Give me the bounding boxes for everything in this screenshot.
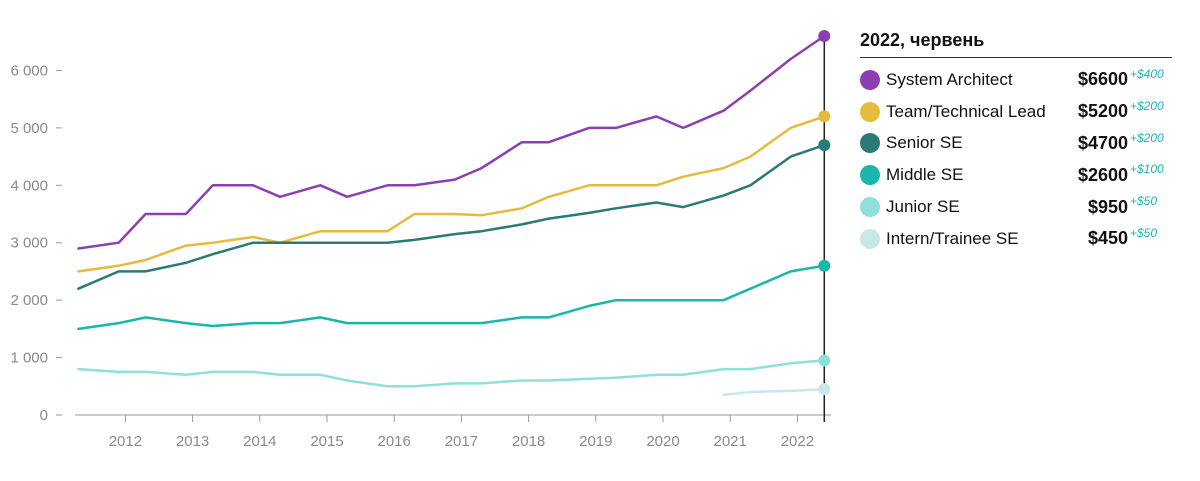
legend-delta: +$200 [1130, 130, 1164, 145]
x-tick-label: 2019 [579, 433, 612, 450]
x-tick-label: 2018 [512, 433, 545, 450]
series-end-point-middle-se [818, 259, 831, 272]
series-end-point-senior-se [818, 139, 831, 152]
series-end-point-system-architect [818, 30, 831, 42]
series-end-point-team-technical-lead [818, 110, 831, 123]
legend-item-middle-se: Middle SE $2600 +$100 [860, 159, 1172, 191]
legend-item-senior-se: Senior SE $4700 +$200 [860, 128, 1172, 160]
legend-item-team-technical-lead: Team/Technical Lead $5200 +$200 [860, 96, 1172, 128]
x-tick-label: 2016 [378, 433, 411, 450]
legend-label: Team/Technical Lead [886, 101, 1046, 121]
y-axis: 0 1 000 2 000 3 000 4 000 5 000 6 000 [10, 62, 62, 424]
legend-value: $950 [1087, 196, 1128, 217]
series-line-system-architect [77, 34, 826, 250]
legend-swatch-system-architect [860, 69, 880, 90]
legend-swatch-senior-se [860, 133, 880, 154]
legend-swatch-intern-trainee-se [860, 228, 880, 249]
y-tick-label: 4 000 [10, 177, 48, 194]
legend-swatch-middle-se [860, 165, 880, 186]
legend-item-system-architect: System Architect $6600 +$400 [860, 64, 1172, 96]
y-tick-label: 2 000 [10, 292, 48, 309]
y-tick-label: 1 000 [10, 350, 48, 367]
series-line-intern-trainee-se [722, 387, 826, 397]
series-line-middle-se [77, 264, 826, 331]
legend-list: System Architect $6600 +$400 Team/Techni… [860, 64, 1172, 255]
legend-delta: +$400 [1130, 67, 1164, 81]
series-line-junior-se [77, 359, 826, 388]
series-end-point-intern-trainee-se [818, 383, 831, 396]
y-tick-label: 5 000 [10, 120, 48, 137]
legend-panel: 2022, червень System Architect $6600 +$4… [860, 30, 1172, 255]
series-line-team-technical-lead [77, 115, 826, 273]
legend-label: Middle SE [886, 165, 964, 185]
legend-item-intern-trainee-se: Intern/Trainee SE $450 +$50 [860, 223, 1172, 255]
series-lines [77, 34, 826, 397]
x-axis: 2012 2013 2014 2015 2016 2017 2018 2019 2020 2021… [75, 414, 831, 450]
x-tick-label: 2020 [646, 433, 679, 450]
x-tick-label: 2017 [445, 433, 478, 450]
legend-label: Junior SE [886, 197, 960, 217]
legend-swatch-team-technical-lead [860, 101, 880, 122]
legend-value: $2600 [1077, 164, 1128, 185]
legend-label: Senior SE [886, 133, 963, 153]
legend-value: $450 [1087, 228, 1128, 249]
y-tick-label: 6 000 [10, 62, 48, 79]
salary-line-chart: 0 1 000 2 000 3 000 4 000 5 000 6 000 2012 2013… [10, 30, 831, 450]
x-tick-label: 2014 [243, 433, 276, 450]
x-tick-label: 2015 [310, 433, 343, 450]
series-end-points [818, 30, 831, 396]
legend-delta: +$50 [1130, 225, 1158, 240]
y-tick-label: 3 000 [10, 235, 48, 252]
x-tick-label: 2012 [109, 433, 142, 450]
legend-delta: +$100 [1130, 162, 1164, 177]
legend-value: $4700 [1077, 132, 1128, 153]
series-end-point-junior-se [818, 354, 831, 367]
legend-value: $6600 [1077, 69, 1128, 90]
x-tick-label: 2022 [781, 433, 814, 450]
x-tick-label: 2013 [176, 433, 209, 450]
y-tick-label: 0 [40, 407, 48, 424]
legend-item-junior-se: Junior SE $950 +$50 [860, 191, 1172, 223]
x-tick-label: 2021 [714, 433, 747, 450]
legend-value: $5200 [1077, 101, 1128, 122]
legend-label: System Architect [886, 69, 1013, 89]
legend-title: 2022, червень [860, 30, 1172, 58]
legend-swatch-junior-se [860, 197, 880, 218]
legend-delta: +$50 [1130, 194, 1158, 209]
legend-label: Intern/Trainee SE [886, 228, 1019, 248]
legend-delta: +$200 [1130, 98, 1164, 113]
series-line-senior-se [77, 143, 826, 290]
